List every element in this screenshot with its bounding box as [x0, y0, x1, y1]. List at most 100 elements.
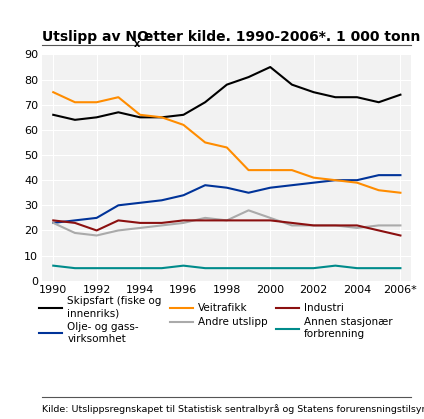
Industri [290, 220, 295, 225]
Veitrafikk [94, 100, 99, 105]
Text: Utslipp av NO: Utslipp av NO [42, 30, 149, 44]
Andre utslipp [246, 208, 251, 213]
Veitrafikk [376, 188, 381, 193]
Andre utslipp [159, 223, 164, 228]
Andre utslipp [290, 223, 295, 228]
Andre utslipp [181, 220, 186, 225]
Andre utslipp [333, 223, 338, 228]
Veitrafikk [116, 95, 121, 100]
Industri [94, 228, 99, 233]
Andre utslipp [376, 223, 381, 228]
Veitrafikk [354, 180, 360, 185]
Olje- og gass-
virksomhet [398, 173, 403, 178]
Veitrafikk [333, 178, 338, 183]
Industri [354, 223, 360, 228]
Skipsfart (fiske og
innenriks) [354, 95, 360, 100]
Veitrafikk [203, 140, 208, 145]
Annen stasjonær
forbrenning [203, 266, 208, 271]
Industri [224, 218, 229, 223]
Industri [51, 218, 56, 223]
Veitrafikk [224, 145, 229, 150]
Andre utslipp [224, 218, 229, 223]
Olje- og gass-
virksomhet [354, 178, 360, 183]
Olje- og gass-
virksomhet [137, 200, 142, 205]
Skipsfart (fiske og
innenriks) [181, 112, 186, 117]
Line: Olje- og gass-
virksomhet: Olje- og gass- virksomhet [53, 175, 400, 223]
Veitrafikk [159, 115, 164, 120]
Annen stasjonær
forbrenning [224, 266, 229, 271]
Andre utslipp [51, 220, 56, 225]
Andre utslipp [137, 225, 142, 230]
Olje- og gass-
virksomhet [94, 215, 99, 220]
Text: Kilde: Utslippsregnskapet til Statistisk sentralbyrå og Statens forurensningstil: Kilde: Utslippsregnskapet til Statistisk… [42, 404, 424, 414]
Olje- og gass-
virksomhet [333, 178, 338, 183]
Annen stasjonær
forbrenning [376, 266, 381, 271]
Veitrafikk [311, 175, 316, 180]
Industri [137, 220, 142, 225]
Skipsfart (fiske og
innenriks) [311, 90, 316, 95]
Line: Veitrafikk: Veitrafikk [53, 92, 400, 193]
Olje- og gass-
virksomhet [268, 185, 273, 190]
Skipsfart (fiske og
innenriks) [203, 100, 208, 105]
Industri [376, 228, 381, 233]
Veitrafikk [398, 190, 403, 195]
Annen stasjonær
forbrenning [181, 263, 186, 268]
Olje- og gass-
virksomhet [290, 183, 295, 188]
Olje- og gass-
virksomhet [224, 185, 229, 190]
Skipsfart (fiske og
innenriks) [224, 82, 229, 87]
Annen stasjonær
forbrenning [398, 266, 403, 271]
Olje- og gass-
virksomhet [311, 180, 316, 185]
Industri [311, 223, 316, 228]
Industri [73, 220, 78, 225]
Annen stasjonær
forbrenning [51, 263, 56, 268]
Industri [268, 218, 273, 223]
Text: x: x [134, 39, 140, 49]
Andre utslipp [203, 215, 208, 220]
Line: Annen stasjonær
forbrenning: Annen stasjonær forbrenning [53, 266, 400, 268]
Skipsfart (fiske og
innenriks) [290, 82, 295, 87]
Olje- og gass-
virksomhet [203, 183, 208, 188]
Andre utslipp [354, 225, 360, 230]
Annen stasjonær
forbrenning [246, 266, 251, 271]
Veitrafikk [246, 168, 251, 173]
Olje- og gass-
virksomhet [159, 198, 164, 203]
Olje- og gass-
virksomhet [376, 173, 381, 178]
Andre utslipp [94, 233, 99, 238]
Veitrafikk [73, 100, 78, 105]
Annen stasjonær
forbrenning [137, 266, 142, 271]
Olje- og gass-
virksomhet [116, 203, 121, 208]
Skipsfart (fiske og
innenriks) [159, 115, 164, 120]
Annen stasjonær
forbrenning [311, 266, 316, 271]
Legend: Skipsfart (fiske og
innenriks), Olje- og gass-
virksomhet, Veitrafikk, Andre uts: Skipsfart (fiske og innenriks), Olje- og… [39, 296, 393, 344]
Veitrafikk [137, 112, 142, 117]
Annen stasjonær
forbrenning [268, 266, 273, 271]
Andre utslipp [311, 223, 316, 228]
Industri [203, 218, 208, 223]
Skipsfart (fiske og
innenriks) [376, 100, 381, 105]
Industri [246, 218, 251, 223]
Industri [116, 218, 121, 223]
Annen stasjonær
forbrenning [73, 266, 78, 271]
Skipsfart (fiske og
innenriks) [94, 115, 99, 120]
Industri [159, 220, 164, 225]
Skipsfart (fiske og
innenriks) [116, 110, 121, 115]
Andre utslipp [73, 230, 78, 235]
Line: Industri: Industri [53, 220, 400, 235]
Annen stasjonær
forbrenning [290, 266, 295, 271]
Andre utslipp [268, 215, 273, 220]
Andre utslipp [116, 228, 121, 233]
Skipsfart (fiske og
innenriks) [137, 115, 142, 120]
Olje- og gass-
virksomhet [181, 193, 186, 198]
Annen stasjonær
forbrenning [94, 266, 99, 271]
Veitrafikk [51, 90, 56, 95]
Industri [333, 223, 338, 228]
Skipsfart (fiske og
innenriks) [246, 75, 251, 80]
Annen stasjonær
forbrenning [333, 263, 338, 268]
Skipsfart (fiske og
innenriks) [268, 65, 273, 70]
Annen stasjonær
forbrenning [116, 266, 121, 271]
Line: Andre utslipp: Andre utslipp [53, 210, 400, 235]
Veitrafikk [181, 122, 186, 127]
Annen stasjonær
forbrenning [159, 266, 164, 271]
Olje- og gass-
virksomhet [73, 218, 78, 223]
Line: Skipsfart (fiske og
innenriks): Skipsfart (fiske og innenriks) [53, 67, 400, 120]
